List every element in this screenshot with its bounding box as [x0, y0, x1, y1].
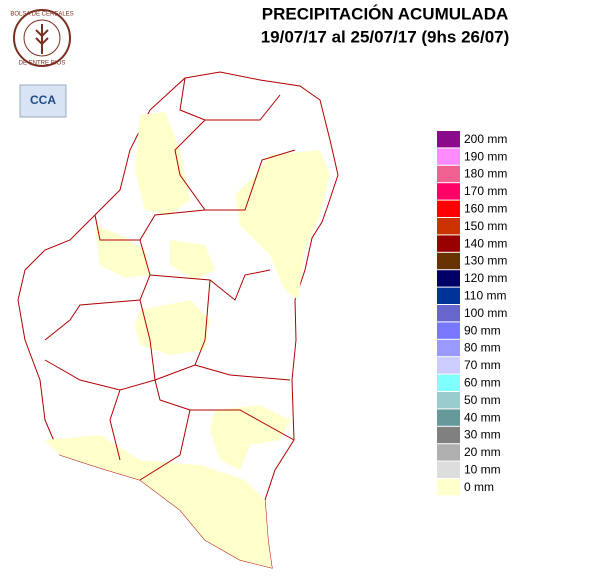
legend-label: 80 mm: [464, 341, 501, 355]
legend-swatch: [437, 235, 460, 252]
legend-label: 100 mm: [464, 306, 507, 320]
legend-label: 140 mm: [464, 236, 507, 250]
legend-label: 190 mm: [464, 149, 507, 163]
logo-text: BOLSA DE CEREALES: [10, 12, 73, 18]
legend-swatch: [437, 392, 460, 409]
legend-swatch: [437, 218, 460, 235]
legend-swatch: [437, 148, 460, 165]
legend-swatch: [437, 409, 460, 426]
legend: 200 mm 190 mm 180 mm 170 mm 160 mm 150 mm 140 …: [437, 131, 507, 496]
legend-swatch: [437, 287, 460, 304]
legend-swatch: [437, 426, 460, 444]
logo: BOLSA DE CEREALES DE ENTRE RIOS: [10, 9, 74, 67]
legend-swatch: [437, 479, 460, 496]
badge-text: CCA: [30, 93, 56, 107]
legend-label: 0 mm: [464, 480, 494, 494]
subtitle: 19/07/17 al 25/07/17 (9hs 26/07): [261, 27, 510, 46]
badge: CCA: [19, 84, 67, 118]
legend-swatch: [437, 461, 460, 478]
legend-swatch: [437, 357, 460, 374]
legend-swatch: [437, 339, 460, 357]
logo-text: DE ENTRE RIOS: [19, 61, 66, 67]
rain-area: [45, 112, 330, 568]
legend-label: 200 mm: [464, 132, 507, 146]
legend-swatch: [437, 252, 460, 270]
legend-label: 120 mm: [464, 271, 507, 285]
legend-label: 50 mm: [464, 393, 501, 407]
legend-swatch: [437, 200, 460, 217]
department-border: [44, 77, 296, 481]
title: PRECIPITACIÓN ACUMULADA: [262, 4, 509, 23]
legend-swatch: [437, 444, 460, 461]
legend-label: 90 mm: [464, 323, 501, 337]
legend-label: 180 mm: [464, 167, 507, 181]
legend-label: 30 mm: [464, 428, 501, 442]
legend-swatch: [437, 305, 460, 322]
legend-label: 110 mm: [464, 288, 506, 302]
legend-swatch: [437, 131, 460, 148]
legend-label: 150 mm: [464, 219, 507, 233]
legend-label: 70 mm: [464, 358, 501, 372]
legend-swatch: [437, 183, 460, 200]
legend-swatch: [437, 165, 460, 183]
legend-swatch: [437, 322, 460, 339]
legend-label: 130 mm: [464, 254, 507, 268]
legend-label: 60 mm: [464, 375, 501, 389]
legend-label: 160 mm: [464, 201, 507, 215]
legend-label: 10 mm: [464, 462, 501, 476]
legend-label: 170 mm: [464, 184, 507, 198]
legend-swatch: [437, 270, 460, 287]
legend-swatch: [437, 374, 460, 391]
legend-label: 40 mm: [464, 410, 501, 424]
legend-label: 20 mm: [464, 445, 501, 459]
map: [17, 71, 339, 569]
